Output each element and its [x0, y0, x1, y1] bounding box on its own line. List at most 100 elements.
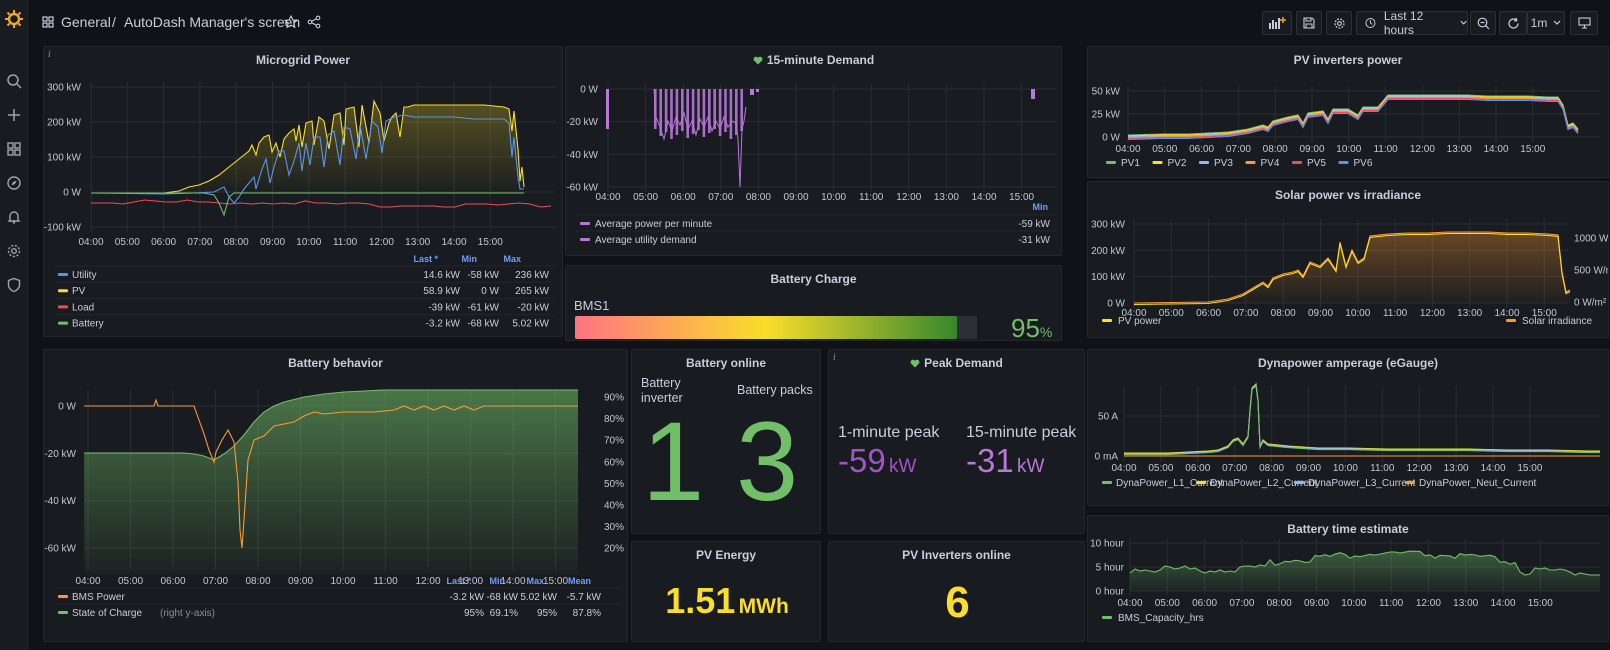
time-range-picker[interactable]: Last 12 hours [1356, 9, 1468, 37]
x-tick-label: 09:00 [783, 192, 808, 203]
x-tick-label: 12:00 [369, 237, 394, 248]
refresh-interval-picker[interactable]: 1m [1527, 11, 1565, 35]
y-tick-label-right: 50% [604, 479, 624, 490]
panel-title-text: Peak Demand [924, 356, 1003, 370]
panel-info-icon[interactable]: i [833, 353, 836, 363]
demand-bar [750, 89, 754, 95]
panel-title[interactable]: PV Energy [695, 548, 757, 562]
x-tick-label: 08:00 [1271, 308, 1296, 319]
add-panel-button[interactable] [1262, 11, 1292, 35]
legend-last: -3.2 kW [426, 319, 461, 330]
dashboard-settings-button[interactable] [1326, 11, 1352, 35]
panel-title[interactable]: Solar power vs irradiance [1274, 188, 1422, 202]
y-tick-label: 300 kW [47, 83, 81, 94]
side-menu [0, 0, 28, 650]
refresh-button[interactable] [1499, 11, 1527, 35]
legend-swatch [1405, 481, 1415, 484]
panel-microgrid-power: i Microgrid Power 300 kW 200 kW 100 kW 0 W -… [43, 46, 563, 337]
demand-bar [659, 89, 662, 136]
zoom-out-button[interactable] [1470, 11, 1496, 35]
x-tick-label: 08:00 [1259, 463, 1284, 474]
grafana-logo-icon[interactable] [4, 9, 24, 29]
panel-info-icon[interactable]: i [48, 50, 51, 60]
search-icon[interactable] [6, 73, 22, 89]
legend-max: 5.02 kW [520, 592, 557, 603]
legend-min: -59 kW [1018, 219, 1050, 230]
panel-title[interactable]: Microgrid Power [255, 53, 350, 67]
demand-bar [606, 89, 609, 129]
legend-swatch [1102, 319, 1112, 322]
panel-title[interactable]: Battery time estimate [1287, 522, 1409, 536]
load-series [91, 199, 552, 208]
x-tick-label: 15:00 [1009, 192, 1034, 203]
alerting-bell-icon[interactable] [6, 209, 22, 225]
panel-title[interactable]: PV inverters power [1293, 53, 1403, 67]
demand-bar [740, 89, 743, 131]
legend-min: 69.1% [490, 608, 518, 619]
legend-mean: 87.8% [573, 608, 601, 619]
legend-name: PV6 [1354, 158, 1373, 169]
x-tick-label: 05:00 [1152, 144, 1177, 155]
panel-title[interactable]: Battery behavior [288, 356, 383, 370]
y-tick-label: -40 kW [566, 150, 598, 161]
demand-bar [697, 89, 700, 130]
legend-max: -20 kW [517, 302, 549, 313]
explore-compass-icon[interactable] [6, 175, 22, 191]
panel-title[interactable]: 15-minute Demand [566, 53, 1061, 67]
one-minute-peak-value: -59 kW [838, 442, 916, 480]
pv-power-chart[interactable]: 50 kW 25 kW 0 W04:00 05:00 06:00 07:00 08:00 09… [1088, 47, 1609, 178]
panel-title[interactable]: Dynapower amperage (eGauge) [1257, 356, 1439, 370]
breadcrumb-folder[interactable]: General [61, 14, 111, 30]
microgrid-power-chart[interactable]: 300 kW 200 kW 100 kW 0 W -100 kW 04:00 05:00 06… [44, 47, 563, 337]
pv-inverters-online-value: 6 [945, 578, 970, 627]
refresh-interval-label: 1m [1530, 16, 1548, 30]
kiosk-mode-button[interactable] [1570, 11, 1598, 35]
x-tick-label: 09:00 [288, 576, 313, 587]
y-tick-label: 300 kW [1091, 220, 1125, 231]
x-tick-label: 07:00 [708, 192, 733, 203]
x-tick-label: 10:00 [330, 576, 355, 587]
dashboard-title[interactable]: AutoDash Manager's screen [124, 14, 301, 30]
share-icon[interactable] [307, 15, 321, 29]
battery-behavior-chart[interactable]: 0 W -20 kW -40 kW -60 kW 90% 80% 70% 60% 50% 40% 3… [44, 350, 628, 642]
fifteen-minute-peak-label: 15-minute peak [966, 424, 1077, 441]
legend-swatch [1199, 161, 1209, 164]
y-tick-label-right: 500 W/m² [1574, 266, 1609, 277]
panel-title[interactable]: PV Inverters online [902, 548, 1011, 562]
settings-gear-icon[interactable] [6, 243, 22, 259]
x-tick-label: 09:00 [1304, 598, 1329, 609]
x-tick-label: 15:00 [1517, 463, 1542, 474]
demand-bar [708, 89, 711, 133]
dashboards-icon[interactable] [6, 141, 22, 157]
legend-min: -68 kW [467, 319, 499, 330]
y-tick-label: 50 A [1098, 412, 1118, 423]
save-dashboard-button[interactable] [1296, 11, 1322, 35]
panel-title[interactable]: Battery Charge [770, 272, 857, 286]
x-tick-label: 04:00 [1111, 463, 1136, 474]
legend-name: PV [72, 286, 86, 297]
pv-inverter-series [1127, 98, 1579, 141]
star-icon[interactable] [284, 15, 298, 29]
demand-bar [735, 89, 738, 135]
x-tick-label: 11:00 [373, 576, 398, 587]
x-tick-label: 13:00 [1453, 598, 1478, 609]
solar-chart[interactable]: 300 kW 200 kW 100 kW 0 W 1000 W/m² 500 W/m² 0 … [1088, 182, 1609, 338]
legend-max: 95% [537, 608, 557, 619]
x-tick-label: 10:00 [1341, 598, 1366, 609]
demand-bar [664, 89, 668, 132]
x-tick-label: 14:00 [1494, 308, 1519, 319]
plus-icon[interactable] [6, 107, 22, 123]
legend-min: -61 kW [467, 302, 499, 313]
legend-swatch [1106, 161, 1116, 164]
x-tick-label: 04:00 [1117, 598, 1142, 609]
panel-title[interactable]: Peak Demand [829, 356, 1084, 370]
shield-icon[interactable] [6, 277, 22, 293]
x-tick-label: 09:00 [1308, 308, 1333, 319]
irradiance-series-area [1134, 232, 1570, 303]
panel-title[interactable]: Battery online [685, 356, 766, 370]
demand-bar [686, 89, 689, 138]
demand-bar [713, 89, 716, 129]
